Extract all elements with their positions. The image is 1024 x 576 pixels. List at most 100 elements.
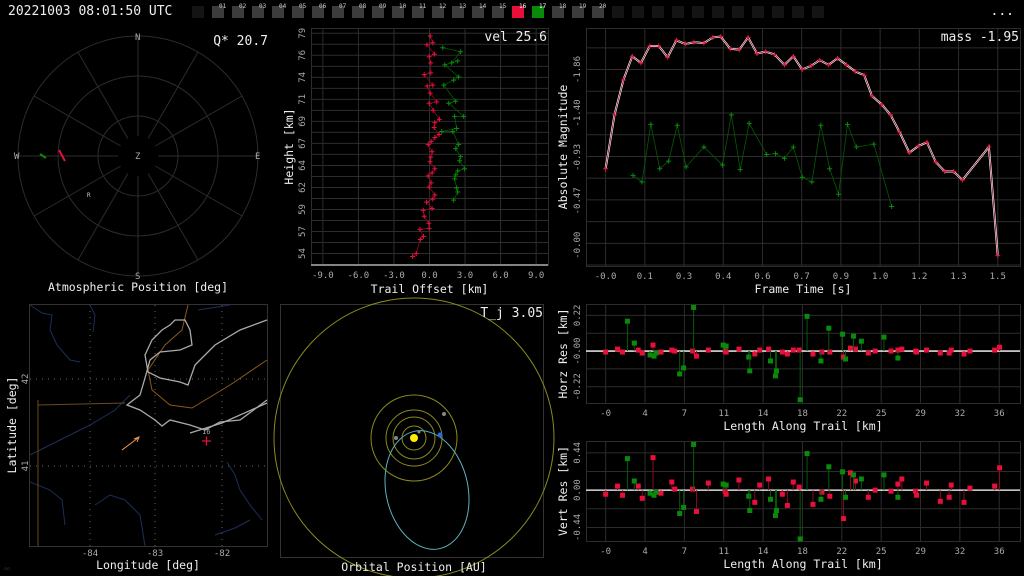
frame-button-empty-22[interactable] xyxy=(632,6,644,18)
frame-button-empty-29[interactable] xyxy=(772,6,784,18)
red-point xyxy=(436,132,442,138)
polar-spoke xyxy=(33,165,121,217)
red-residual-point xyxy=(757,482,763,488)
polar-title: Atmospheric Position [deg] xyxy=(48,280,228,294)
red-point xyxy=(861,72,867,78)
frame-label: 03 xyxy=(259,3,267,10)
green-residual-point xyxy=(895,494,901,500)
green-point xyxy=(781,155,787,161)
red-point xyxy=(754,51,760,56)
y-tick-label: 59 xyxy=(298,204,308,215)
frame-button-empty-30[interactable] xyxy=(792,6,804,18)
red-point xyxy=(879,102,885,107)
more-menu-button[interactable]: ... xyxy=(990,4,1014,19)
frame-label: 08 xyxy=(359,3,367,10)
green-residual-point xyxy=(691,304,697,310)
red-residual-point xyxy=(810,501,816,507)
frame-button-empty-21[interactable] xyxy=(612,6,624,18)
red-point xyxy=(424,199,430,205)
red-point xyxy=(682,41,688,47)
green-point xyxy=(453,98,459,104)
frame-button-11[interactable]: 11 xyxy=(412,3,426,18)
red-residual-point xyxy=(672,486,678,492)
trajectory-arrow xyxy=(121,437,139,451)
frame-button-07[interactable]: 07 xyxy=(332,3,347,18)
frame-button-10[interactable]: 10 xyxy=(392,3,406,18)
frame-button-empty-26[interactable] xyxy=(712,6,724,18)
green-residual-point xyxy=(720,342,726,348)
frame-button-18[interactable]: 18 xyxy=(552,3,566,18)
green-series-line xyxy=(441,47,466,201)
frame-button-14[interactable]: 14 xyxy=(472,3,486,18)
red-residual-point xyxy=(865,494,871,500)
frame-button-05[interactable]: 05 xyxy=(292,3,306,18)
green-point xyxy=(818,122,824,128)
x-tick-label: 32 xyxy=(954,547,965,557)
frame-button-empty-0[interactable] xyxy=(192,6,204,18)
frame-button-12[interactable]: 12 xyxy=(432,3,446,18)
red-point xyxy=(727,46,733,52)
x-axis-label: Length Along Trail [km] xyxy=(723,557,882,571)
frame-button-17[interactable]: 17 xyxy=(532,3,546,18)
frame-button-empty-28[interactable] xyxy=(752,6,764,18)
y-tick-label: -1.40 xyxy=(573,99,583,126)
red-residual-point xyxy=(819,349,825,355)
red-point xyxy=(417,226,423,232)
red-residual-point xyxy=(914,349,920,355)
x-tick-label: 29 xyxy=(915,409,926,419)
red-point xyxy=(924,139,930,145)
red-point xyxy=(869,93,875,99)
meteoroid-orbit xyxy=(384,430,470,550)
frame-button-02[interactable]: 02 xyxy=(232,3,246,18)
red-point xyxy=(701,40,707,46)
east-label: E xyxy=(255,152,260,162)
y-tick-label: 54 xyxy=(298,248,308,259)
frame-button-empty-31[interactable] xyxy=(812,6,824,18)
green-residual-point xyxy=(653,489,659,495)
frame-button-20[interactable]: 20 xyxy=(592,3,606,18)
green-point xyxy=(809,179,815,185)
x-tick-label: 25 xyxy=(876,547,887,557)
green-residual-point xyxy=(746,354,752,360)
green-residual-point xyxy=(647,352,653,358)
map-xlabel: Longitude [deg] xyxy=(96,558,200,572)
red-point xyxy=(665,54,671,60)
green-residual-point xyxy=(826,325,832,331)
green-point xyxy=(836,191,842,197)
frame-button-empty-25[interactable] xyxy=(692,6,704,18)
frame-button-13[interactable]: 13 xyxy=(452,3,467,18)
frame-button-19[interactable]: 19 xyxy=(572,3,586,18)
green-point xyxy=(455,189,461,195)
green-residual-point xyxy=(826,464,832,470)
x-tick-label: 1.0 xyxy=(872,272,888,282)
frame-button-01[interactable]: 01 xyxy=(212,3,226,18)
frame-button-04[interactable]: 04 xyxy=(272,3,286,18)
frame-label: 07 xyxy=(339,3,347,10)
red-point xyxy=(808,63,814,69)
green-residual-point xyxy=(651,492,657,498)
red-point xyxy=(426,100,432,106)
frame-button-16[interactable]: 16 xyxy=(512,3,526,18)
frame-button-empty-23[interactable] xyxy=(652,6,664,18)
frame-button-09[interactable]: 09 xyxy=(372,3,386,18)
polar-spoke xyxy=(77,173,129,261)
y-axis-label: Vert Res [km] xyxy=(556,446,570,536)
frame-button-empty-27[interactable] xyxy=(732,6,744,18)
red-point xyxy=(826,62,832,68)
frame-label: 13 xyxy=(459,3,467,10)
green-point xyxy=(746,120,752,126)
green-point xyxy=(683,164,689,170)
red-point xyxy=(656,43,662,49)
y-axis-label: Height [km] xyxy=(282,108,296,184)
y-tick-label: 79 xyxy=(298,28,308,39)
frame-button-08[interactable]: 08 xyxy=(352,3,367,18)
red-residual-point xyxy=(736,477,742,483)
frame-button-15[interactable]: 15 xyxy=(492,3,506,18)
venus-orbit xyxy=(392,416,436,460)
frame-button-06[interactable]: 06 xyxy=(312,3,326,18)
frame-button-03[interactable]: 03 xyxy=(252,3,267,18)
red-residual-point xyxy=(614,483,620,489)
green-residual-point xyxy=(773,368,779,374)
horz-chart: -0 4 7 11 14 18 22 25 29 32 36 0.22 -0.00 -0.22 Length… xyxy=(556,304,1021,433)
frame-button-empty-24[interactable] xyxy=(672,6,684,18)
